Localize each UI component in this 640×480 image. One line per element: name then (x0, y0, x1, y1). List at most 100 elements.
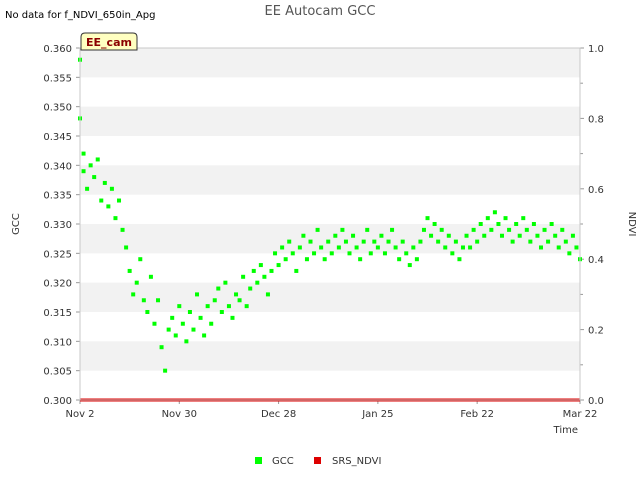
x-tick-label: Mar 22 (563, 409, 598, 420)
gcc-point (418, 239, 423, 244)
gcc-point (280, 245, 285, 250)
gcc-point (482, 233, 487, 238)
gcc-point (475, 239, 480, 244)
gcc-point (432, 222, 437, 226)
gcc-point (138, 257, 143, 262)
gcc-point (425, 216, 430, 221)
gcc-point (202, 333, 207, 338)
gcc-point (556, 245, 561, 250)
gcc-point (531, 222, 536, 226)
y-tick-label: 0.340 (43, 161, 72, 172)
y-tick-label: 0.335 (43, 191, 72, 202)
y-tick-label: 0.355 (43, 73, 72, 84)
gcc-point (113, 216, 118, 221)
gcc-point (265, 292, 270, 297)
gcc-point (117, 198, 122, 203)
gcc-point (460, 245, 465, 250)
gcc-point (163, 368, 168, 373)
gcc-point (297, 245, 302, 250)
gcc-point (393, 245, 398, 250)
y2-tick-label: 0.8 (588, 114, 604, 125)
gcc-point (92, 175, 97, 180)
y-axis-label: GCC (11, 213, 22, 235)
gcc-point (166, 327, 171, 332)
y-tick-label: 0.345 (43, 132, 72, 143)
gcc-point (173, 333, 178, 338)
gcc-point (492, 210, 497, 215)
gcc-point (262, 274, 267, 279)
gcc-point (503, 216, 508, 221)
gcc-point (248, 286, 253, 291)
gcc-point (85, 186, 90, 191)
grid-band (80, 165, 580, 195)
x-tick-label: Nov 2 (65, 409, 94, 420)
gcc-point (81, 169, 86, 174)
gcc-point (347, 251, 352, 256)
gcc-point (219, 310, 224, 314)
gcc-point (326, 239, 331, 244)
gcc-point (237, 298, 242, 303)
gcc-point (290, 251, 295, 256)
y-tick-label: 0.350 (43, 103, 72, 114)
grid-band (80, 106, 580, 136)
gcc-point (124, 245, 129, 250)
axis-ticks: 0.300 0.305 0.310 0.315 0.320 0.325 0.330 0.335… (43, 44, 604, 420)
gcc-point (510, 239, 515, 244)
chart-title: EE Autocam GCC (265, 4, 376, 19)
gcc-point (159, 345, 164, 350)
gcc-point (88, 163, 93, 168)
y-tick-label: 0.310 (43, 337, 72, 348)
gcc-point (319, 245, 324, 250)
gcc-point (514, 222, 519, 226)
site-tag-label: EE_cam (86, 36, 132, 49)
gcc-point (386, 239, 391, 244)
y2-tick-label: 0.0 (588, 396, 604, 407)
gcc-point (421, 227, 426, 232)
gcc-point (354, 245, 359, 250)
gcc-point (333, 233, 338, 238)
grid-bands (80, 48, 580, 371)
gcc-point (485, 216, 490, 221)
gcc-point (404, 251, 409, 256)
x-tick-label: Nov 30 (162, 409, 197, 420)
gcc-point (230, 315, 235, 320)
gcc-point (574, 245, 579, 250)
gcc-point (358, 257, 363, 262)
gcc-point (141, 298, 146, 303)
status-note: No data for f_NDVI_650in_Apg (5, 10, 155, 21)
gcc-point (109, 186, 114, 191)
gcc-point (351, 233, 356, 238)
gcc-point (81, 151, 86, 156)
gcc-point (457, 257, 462, 262)
gcc-point (258, 263, 263, 268)
gcc-point (570, 233, 575, 238)
gcc-point (312, 251, 317, 256)
x-tick-label: Jan 25 (361, 409, 393, 420)
gcc-point (450, 251, 455, 256)
gcc-point (365, 227, 370, 232)
gcc-point (152, 321, 157, 326)
gcc-point (226, 304, 231, 309)
gcc-point (145, 310, 150, 314)
y-tick-label: 0.325 (43, 249, 72, 260)
gcc-point (106, 204, 111, 209)
gcc-point (127, 268, 132, 273)
gcc-point (439, 227, 444, 232)
legend-label-gcc: GCC (272, 456, 294, 467)
gcc-point (446, 233, 451, 238)
y-tick-label: 0.315 (43, 308, 72, 319)
gcc-point (283, 257, 288, 262)
gcc-point (134, 280, 139, 285)
gcc-point (336, 245, 341, 250)
gcc-point (567, 251, 572, 256)
grid-band (80, 341, 580, 371)
y-tick-label: 0.360 (43, 44, 72, 55)
plot-frame (79, 47, 581, 401)
gcc-point (489, 227, 494, 232)
y-tick-label: 0.305 (43, 367, 72, 378)
gcc-point (195, 292, 200, 297)
gcc-point (397, 257, 402, 262)
gcc-point (234, 292, 239, 297)
gcc-point (368, 251, 373, 256)
